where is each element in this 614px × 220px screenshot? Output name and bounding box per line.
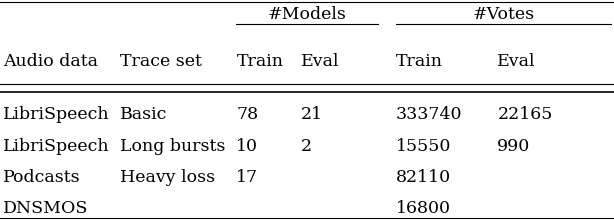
Text: 2: 2 [301,138,312,155]
Text: Audio data: Audio data [3,53,98,70]
Text: Long bursts: Long bursts [120,138,225,155]
Text: DNSMOS: DNSMOS [3,200,88,217]
Text: LibriSpeech: LibriSpeech [3,106,110,123]
Text: Train: Train [236,53,284,70]
Text: 333740: 333740 [396,106,462,123]
Text: 21: 21 [301,106,323,123]
Text: 990: 990 [497,138,530,155]
Text: Basic: Basic [120,106,167,123]
Text: Podcasts: Podcasts [3,169,80,186]
Text: LibriSpeech: LibriSpeech [3,138,110,155]
Text: 16800: 16800 [396,200,451,217]
Text: 82110: 82110 [396,169,451,186]
Text: Eval: Eval [497,53,536,70]
Text: 10: 10 [236,138,258,155]
Text: 78: 78 [236,106,258,123]
Text: Train: Train [396,53,443,70]
Text: #Models: #Models [268,6,346,23]
Text: 17: 17 [236,169,258,186]
Text: Trace set: Trace set [120,53,201,70]
Text: #Votes: #Votes [472,6,535,23]
Text: Heavy loss: Heavy loss [120,169,215,186]
Text: 15550: 15550 [396,138,451,155]
Text: 22165: 22165 [497,106,553,123]
Text: Eval: Eval [301,53,340,70]
